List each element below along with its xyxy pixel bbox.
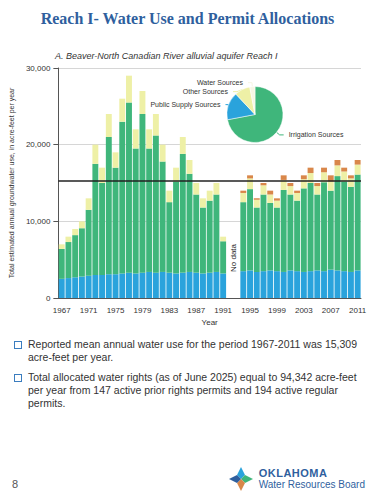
html-text:OKLAHOMA: OKLAHOMA [258,467,328,479]
svg-text:1971: 1971 [80,306,98,315]
svg-text:Public Supply Sources: Public Supply Sources [150,101,221,109]
svg-text:1967: 1967 [53,306,71,315]
svg-text:0: 0 [46,294,51,303]
svg-text:Year: Year [202,318,219,327]
svg-text:1987: 1987 [187,306,205,315]
svg-text:2007: 2007 [322,306,340,315]
html-text:Total allocated water rights (: Total allocated water rights (as of June… [28,371,357,409]
svg-text:A. Beaver-North Canadian River: A. Beaver-North Canadian River alluvial … [54,51,278,61]
svg-text:1999: 1999 [268,306,286,315]
html-text:Reach I- Water Use and Permit: Reach I- Water Use and Permit Allocation… [40,10,335,27]
svg-text:2003: 2003 [295,306,313,315]
svg-text:1995: 1995 [241,306,259,315]
svg-text:No data: No data [229,243,238,272]
svg-text:10,000: 10,000 [26,217,51,226]
svg-text:Water Sources: Water Sources [197,79,244,86]
svg-text:Irrigation Sources: Irrigation Sources [289,131,344,139]
svg-text:1975: 1975 [107,306,125,315]
svg-text:30,000: 30,000 [26,64,51,73]
svg-text:Other Sources: Other Sources [183,88,229,95]
svg-text:1979: 1979 [134,306,152,315]
html-text:Reported mean annual water use: Reported mean annual water use for the p… [28,338,357,363]
svg-text:1983: 1983 [160,306,178,315]
html-text:Water Resources Board: Water Resources Board [258,479,365,490]
svg-text:1991: 1991 [214,306,232,315]
html-text:8: 8 [12,478,19,490]
svg-text:Total estimated annual groundw: Total estimated annual groundwater use, … [8,87,16,278]
svg-text:20,000: 20,000 [26,140,51,149]
svg-text:2011: 2011 [349,306,367,315]
